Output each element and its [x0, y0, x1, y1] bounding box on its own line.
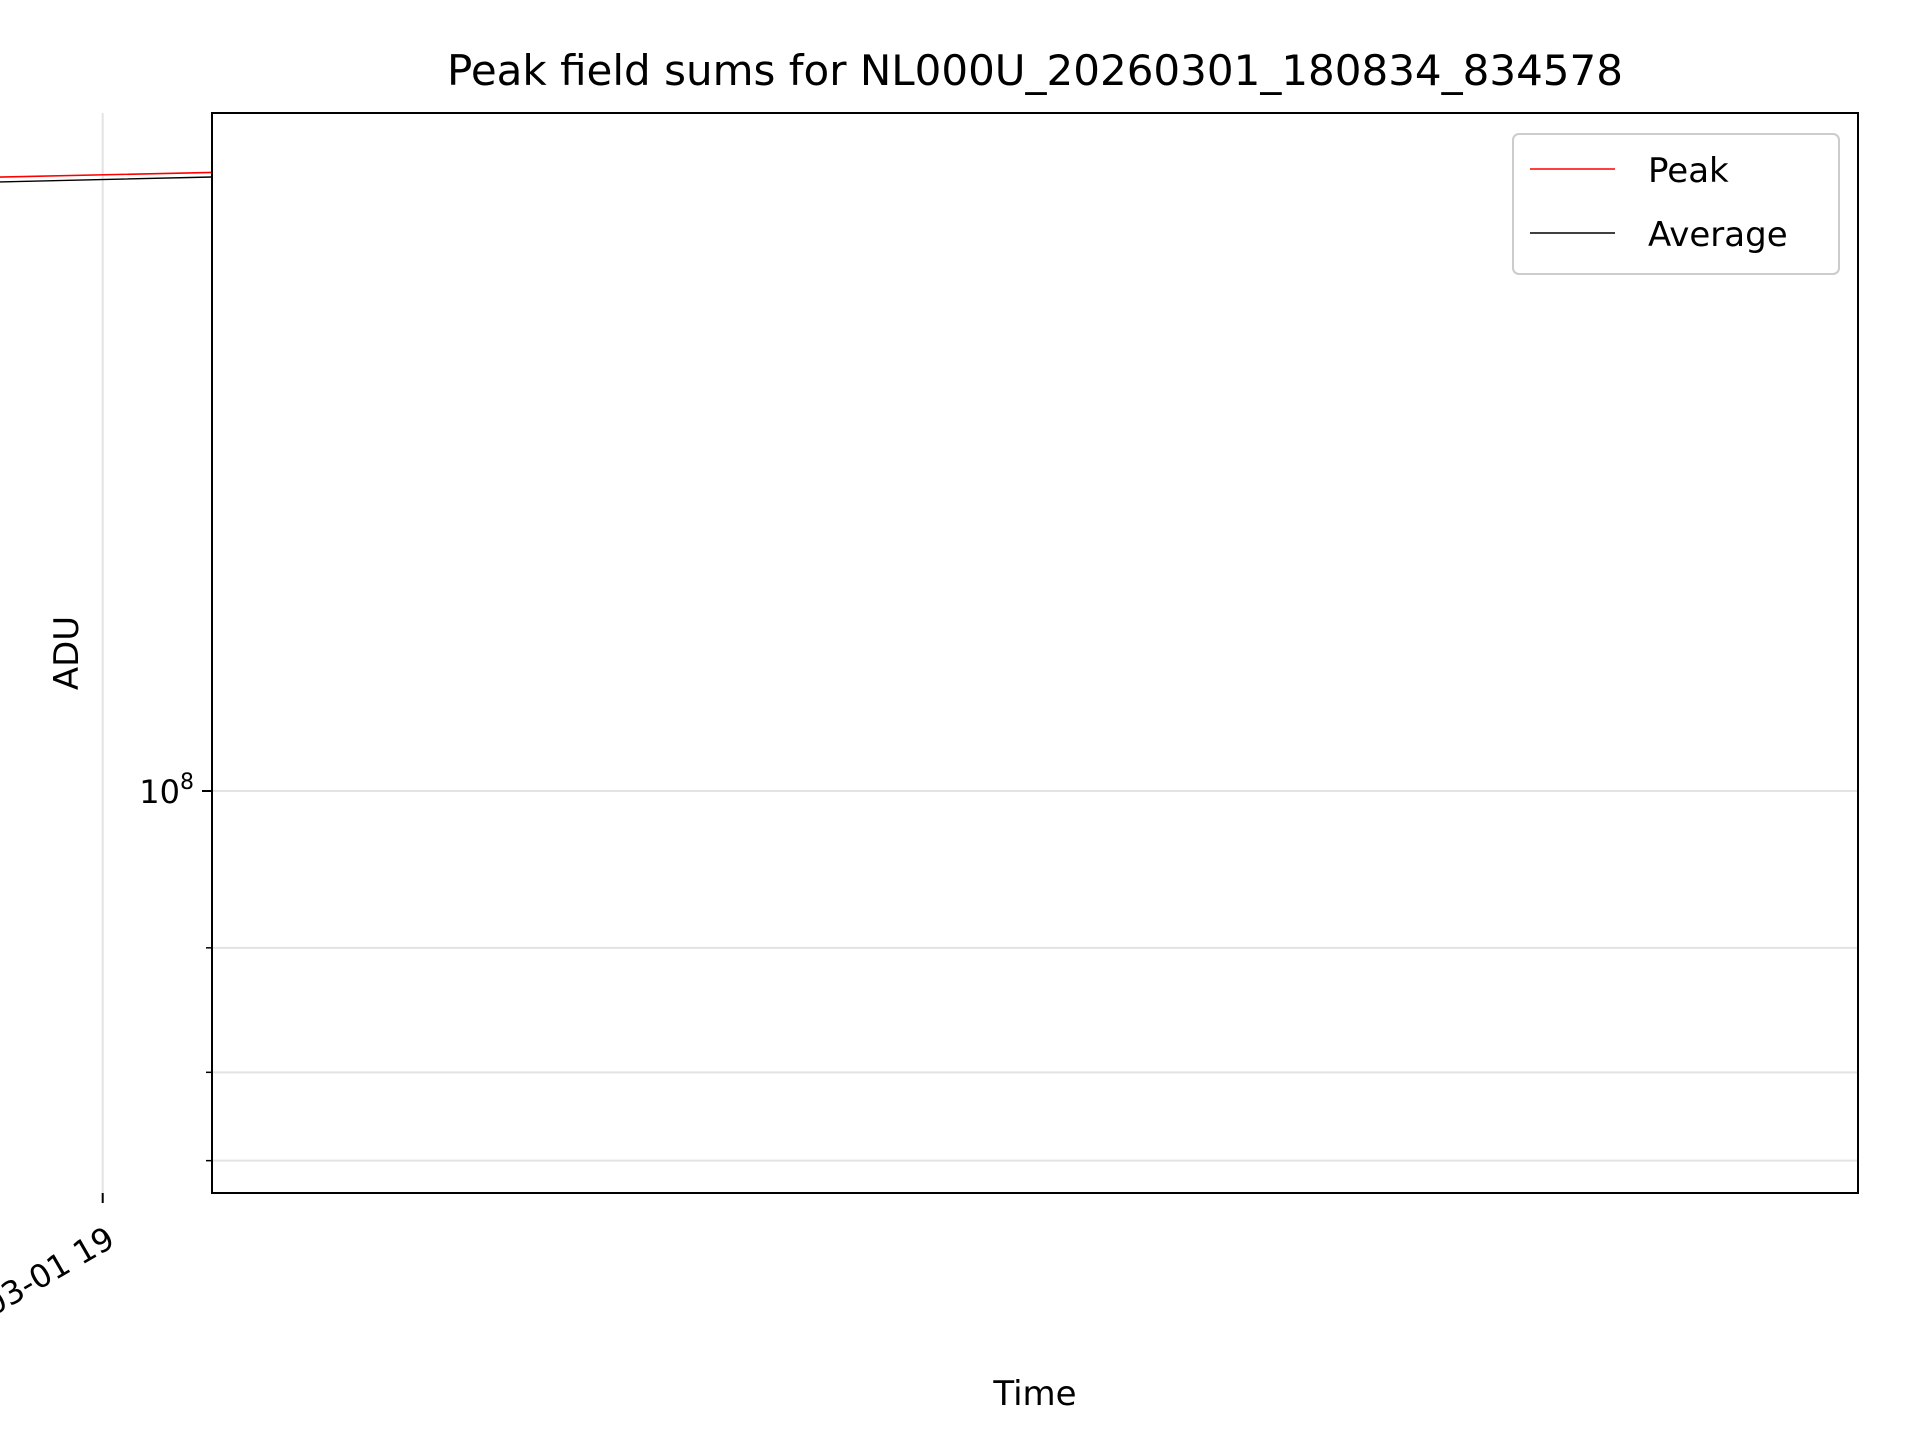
legend: Peak Average: [1512, 133, 1840, 275]
legend-average-label: Average: [1648, 215, 1788, 255]
y-tick-label: 108: [139, 770, 194, 811]
grid: [101, 113, 1858, 1193]
plot-area-frame: [211, 112, 1859, 1194]
legend-peak-label: Peak: [1648, 151, 1729, 191]
chart-title: Peak field sums for NL000U_20260301_1808…: [447, 46, 1623, 95]
x-axis-title: Time: [992, 1374, 1076, 1414]
y-axis-title: ADU: [47, 616, 87, 690]
